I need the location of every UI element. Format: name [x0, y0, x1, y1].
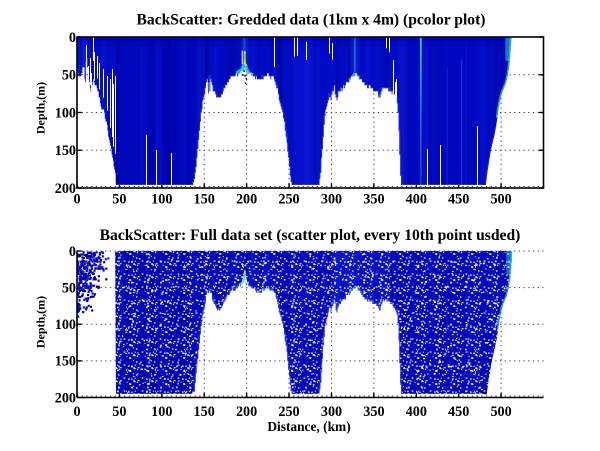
svg-text:150: 150	[194, 192, 215, 208]
svg-text:50: 50	[62, 68, 76, 84]
svg-text:150: 150	[55, 354, 76, 370]
svg-text:100: 100	[55, 105, 76, 121]
svg-text:50: 50	[112, 192, 126, 208]
svg-text:250: 250	[278, 404, 299, 420]
svg-text:400: 400	[406, 404, 427, 420]
svg-text:BackScatter: Gredded data (1km: BackScatter: Gredded data (1km x 4m) (pc…	[137, 11, 486, 28]
svg-text:200: 200	[55, 390, 76, 406]
svg-text:400: 400	[406, 192, 427, 208]
svg-text:300: 300	[321, 192, 342, 208]
svg-text:150: 150	[194, 404, 215, 420]
svg-text:Depth,(m): Depth,(m)	[34, 296, 48, 348]
svg-text:0: 0	[69, 30, 76, 46]
svg-text:300: 300	[321, 404, 342, 420]
svg-text:0: 0	[73, 404, 80, 420]
svg-text:Depth,(m): Depth,(m)	[34, 82, 48, 134]
svg-text:0: 0	[73, 192, 80, 208]
svg-text:500: 500	[490, 192, 511, 208]
svg-text:200: 200	[236, 192, 257, 208]
svg-text:150: 150	[55, 143, 76, 159]
svg-text:Distance, (km): Distance, (km)	[267, 419, 350, 434]
svg-text:350: 350	[363, 404, 384, 420]
svg-text:450: 450	[448, 192, 469, 208]
svg-text:BackScatter: Full data set (sc: BackScatter: Full data set (scatter plot…	[100, 227, 521, 244]
svg-text:250: 250	[278, 192, 299, 208]
svg-text:200: 200	[236, 404, 257, 420]
svg-text:500: 500	[490, 404, 511, 420]
svg-text:100: 100	[151, 404, 172, 420]
svg-text:0: 0	[69, 244, 76, 260]
svg-text:100: 100	[151, 192, 172, 208]
svg-text:50: 50	[62, 280, 76, 296]
svg-text:100: 100	[55, 317, 76, 333]
svg-text:450: 450	[448, 404, 469, 420]
svg-text:200: 200	[55, 181, 76, 197]
svg-text:350: 350	[363, 192, 384, 208]
svg-text:50: 50	[112, 404, 126, 420]
